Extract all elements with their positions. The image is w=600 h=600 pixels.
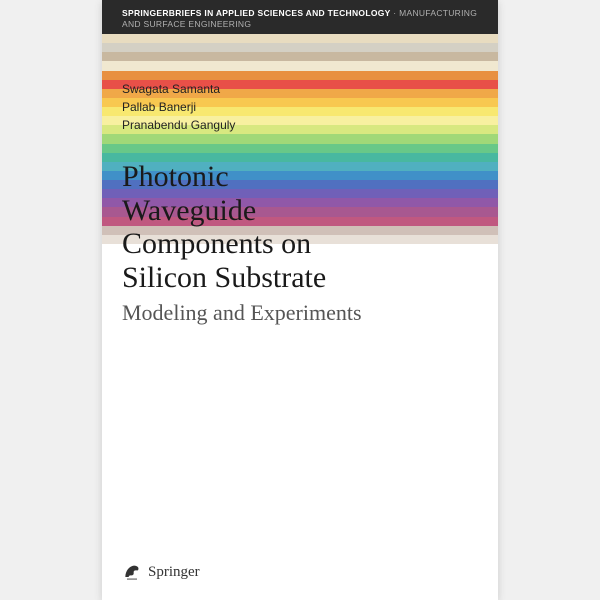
- book-title: Photonic Waveguide Components on Silicon…: [122, 160, 362, 294]
- publisher-block: Springer: [122, 562, 200, 582]
- authors-list: Swagata SamantaPallab BanerjiPranabendu …: [122, 80, 362, 134]
- series-bar: SpringerBriefs in Applied Sciences and T…: [102, 0, 498, 36]
- book-cover: SpringerBriefs in Applied Sciences and T…: [102, 0, 498, 600]
- springer-horse-icon: [122, 562, 142, 582]
- stripe: [102, 43, 498, 52]
- stripe: [102, 61, 498, 70]
- stripe: [102, 34, 498, 43]
- series-main: SpringerBriefs in Applied Sciences and T…: [122, 8, 391, 18]
- content-block: Swagata SamantaPallab BanerjiPranabendu …: [122, 80, 362, 327]
- author-name: Swagata Samanta: [122, 80, 362, 98]
- stripe: [102, 71, 498, 80]
- author-name: Pallab Banerji: [122, 98, 362, 116]
- publisher-name: Springer: [148, 564, 200, 581]
- book-subtitle: Modeling and Experiments: [122, 300, 362, 326]
- stripe: [102, 52, 498, 61]
- author-name: Pranabendu Ganguly: [122, 116, 362, 134]
